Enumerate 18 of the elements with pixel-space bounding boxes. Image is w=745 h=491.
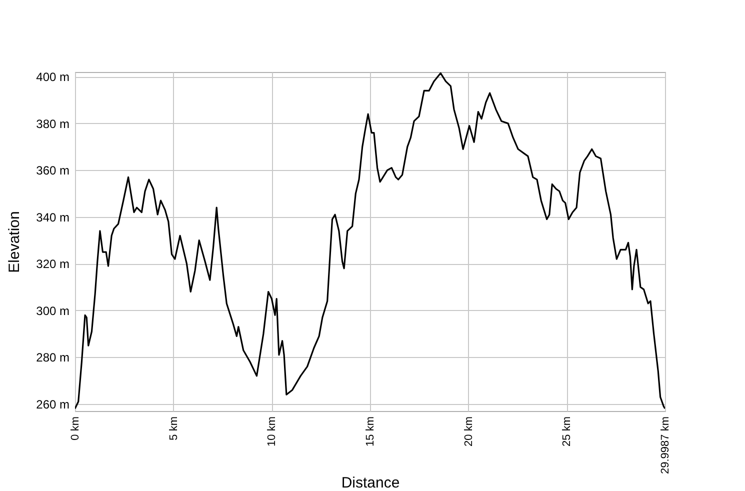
- x-tick-label: 20 km: [462, 416, 475, 446]
- x-tick-label: 0 km: [70, 416, 82, 440]
- line-series: [75, 72, 665, 410]
- y-tick-label: 400 m: [36, 70, 70, 84]
- x-tick-label: 29.9987 km: [660, 416, 672, 474]
- y-tick-label: 300 m: [36, 304, 70, 318]
- x-axis-title: Distance: [341, 474, 400, 491]
- y-tick-label: 360 m: [36, 164, 70, 178]
- y-tick-label: 320 m: [36, 257, 70, 272]
- y-tick-label: 340 m: [36, 210, 70, 224]
- y-tick-label: 380 m: [36, 116, 70, 131]
- y-tick-label: 260 m: [36, 397, 70, 412]
- x-tick-label: 10 km: [266, 416, 278, 446]
- x-tick-label: 25 km: [561, 416, 574, 446]
- x-tick-label: 15 km: [364, 416, 377, 446]
- y-tick-label: 280 m: [36, 350, 70, 365]
- x-tick-label: 5 km: [168, 416, 180, 440]
- y-axis-title: Elevation: [6, 211, 24, 273]
